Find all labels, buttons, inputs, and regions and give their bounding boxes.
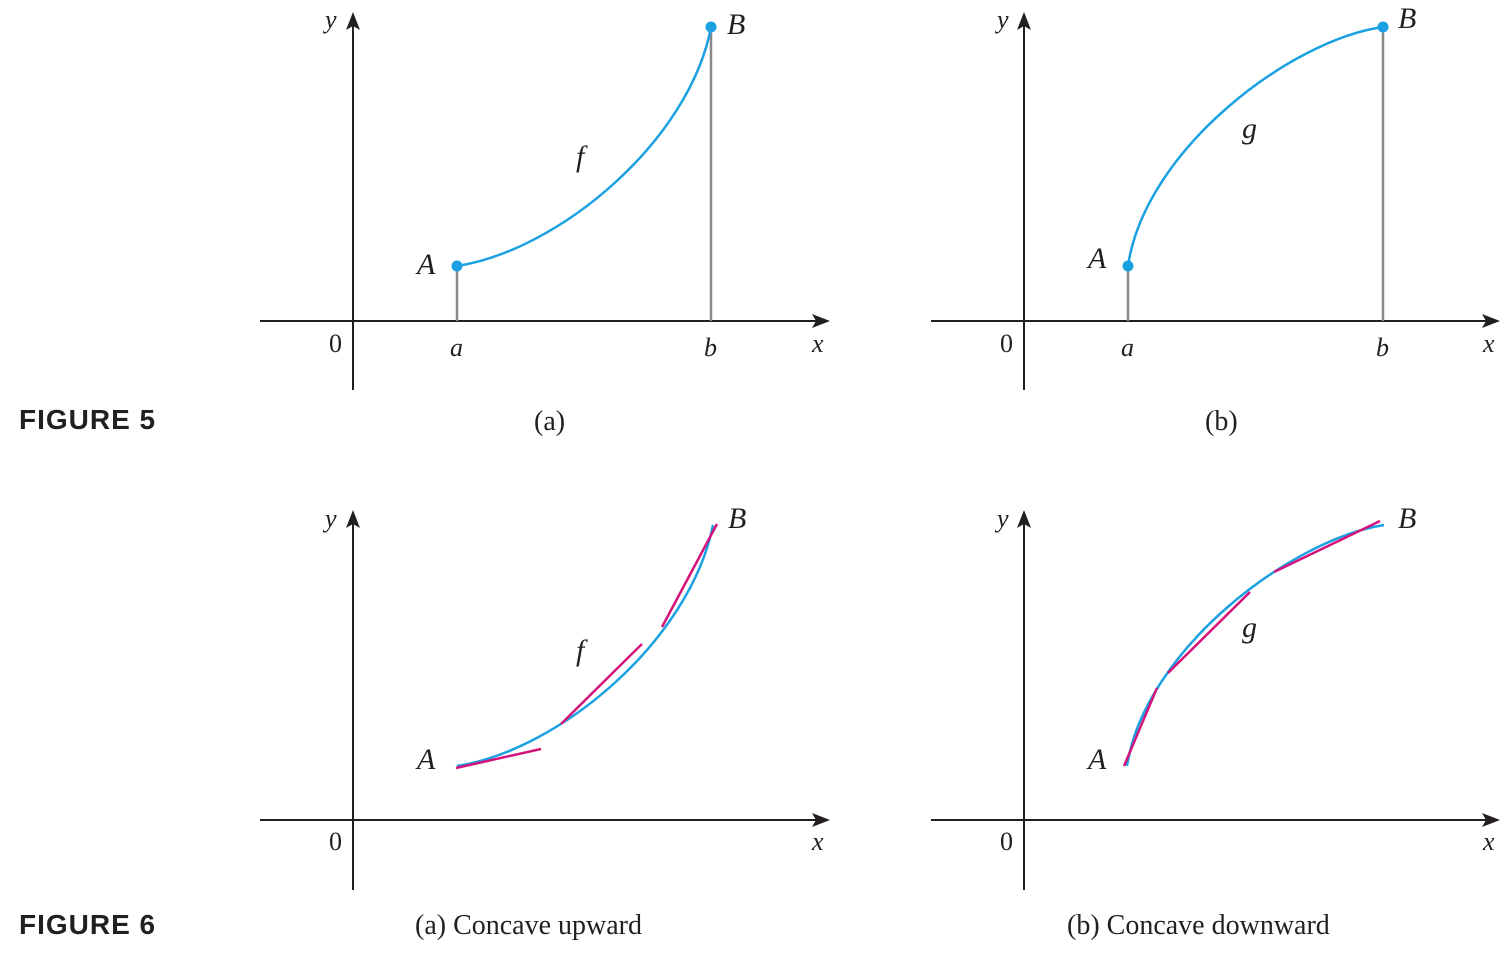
origin-label: 0 bbox=[1000, 827, 1013, 856]
figure6-panel-b: y x 0 A B g (b) Concave downward bbox=[931, 502, 1500, 941]
y-axis-arrow bbox=[1017, 510, 1031, 528]
figure5-label: FIGURE 5 bbox=[19, 404, 156, 435]
point-a-dot bbox=[451, 260, 463, 272]
figure5-panel-a: y x 0 a b A B f (a) bbox=[260, 5, 830, 437]
x-axis-label: x bbox=[811, 827, 824, 856]
x-axis-label: x bbox=[1482, 827, 1495, 856]
curve-label: f bbox=[576, 140, 588, 173]
y-axis-label: y bbox=[994, 504, 1009, 533]
point-a-label: A bbox=[1086, 743, 1107, 776]
curve-g bbox=[1126, 25, 1384, 267]
point-a-dot bbox=[1122, 260, 1134, 272]
x-axis-arrow bbox=[1482, 314, 1500, 328]
point-b-label: B bbox=[727, 8, 745, 41]
x-axis-label: x bbox=[1482, 329, 1495, 358]
curve-label: g bbox=[1242, 112, 1257, 145]
panel-caption: (b) Concave downward bbox=[1067, 910, 1330, 941]
x-axis-arrow bbox=[1482, 813, 1500, 827]
y-axis-label: y bbox=[322, 504, 337, 533]
point-a-label: A bbox=[415, 248, 436, 281]
tick-label-a: a bbox=[450, 333, 463, 362]
origin-label: 0 bbox=[1000, 329, 1013, 358]
y-axis-arrow bbox=[346, 510, 360, 528]
x-axis-label: x bbox=[811, 329, 824, 358]
figure6-panel-a: y x 0 A B f (a) Concave upward bbox=[260, 502, 830, 941]
panel-caption: (b) bbox=[1205, 406, 1238, 437]
tangent-line-3 bbox=[660, 523, 719, 628]
tangent-line-3 bbox=[1273, 519, 1381, 574]
tick-label-b: b bbox=[704, 333, 717, 362]
point-b-label: B bbox=[1398, 502, 1416, 535]
panel-caption: (a) bbox=[534, 406, 565, 437]
x-axis-arrow bbox=[812, 813, 830, 827]
point-b-dot bbox=[1377, 21, 1389, 33]
y-axis-label: y bbox=[322, 5, 337, 34]
tangent-line-2 bbox=[560, 643, 643, 725]
point-a-label: A bbox=[1086, 242, 1107, 275]
tangent-line-1 bbox=[1122, 687, 1159, 767]
curve-f bbox=[456, 26, 713, 268]
origin-label: 0 bbox=[329, 329, 342, 358]
point-b-label: B bbox=[728, 502, 746, 535]
point-a-label: A bbox=[415, 743, 436, 776]
figure6-label: FIGURE 6 bbox=[19, 909, 156, 940]
origin-label: 0 bbox=[329, 827, 342, 856]
tangent-line-1 bbox=[455, 747, 542, 770]
y-axis-arrow bbox=[1017, 12, 1031, 30]
y-axis-arrow bbox=[346, 12, 360, 30]
curve-g bbox=[1125, 523, 1385, 767]
tick-label-b: b bbox=[1376, 333, 1389, 362]
tangent-line-2 bbox=[1167, 591, 1251, 674]
point-b-dot bbox=[705, 21, 717, 33]
point-b-label: B bbox=[1398, 2, 1416, 35]
y-axis-label: y bbox=[994, 5, 1009, 34]
curve-label: g bbox=[1242, 611, 1257, 644]
curve-label: f bbox=[576, 634, 588, 667]
x-axis-arrow bbox=[812, 314, 830, 328]
tick-label-a: a bbox=[1121, 333, 1134, 362]
figure5-panel-b: y x 0 a b A B g (b) bbox=[931, 2, 1500, 437]
curve-f bbox=[456, 524, 715, 768]
panel-caption: (a) Concave upward bbox=[415, 910, 642, 941]
